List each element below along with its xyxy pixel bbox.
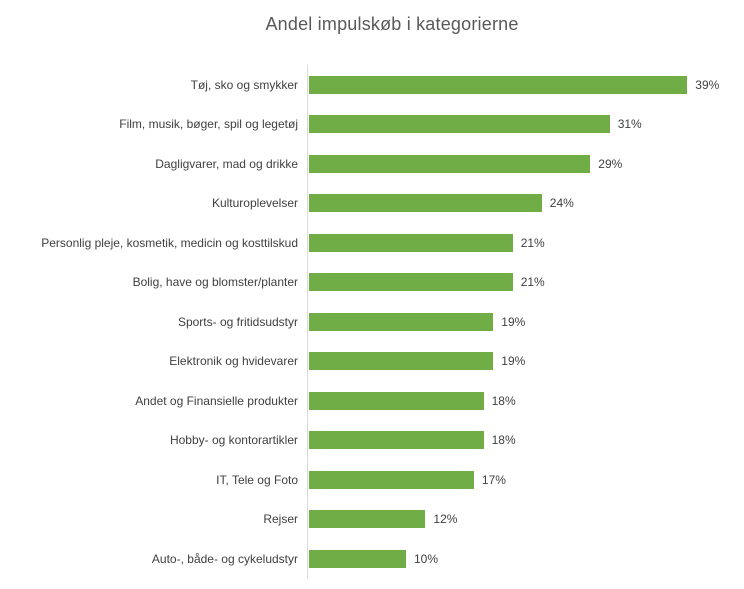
value-label: 18% (491, 393, 516, 408)
bar-area: 21% (307, 262, 744, 302)
bar (309, 549, 406, 568)
category-label: Elektronik og hvidevarer (169, 354, 298, 369)
bar-area: 39% (307, 65, 744, 105)
category-label: Bolig, have og blomster/planter (132, 275, 298, 290)
chart-row: Film, musik, bøger, spil og legetøj 31% (0, 104, 744, 144)
chart-row: Kulturoplevelser 24% (0, 183, 744, 223)
category-label: Tøj, sko og smykker (190, 77, 298, 92)
bar (309, 312, 494, 331)
chart-row: Sports- og fritidsudstyr 19% (0, 302, 744, 342)
chart-row: Rejser 12% (0, 499, 744, 539)
bar (309, 233, 513, 252)
value-label: 21% (520, 275, 545, 290)
bar-area: 12% (307, 499, 744, 539)
bar (309, 510, 426, 529)
bar-area: 19% (307, 341, 744, 381)
value-label: 19% (501, 354, 526, 369)
plot-area: Tøj, sko og smykker 39% Film, musik, bøger… (0, 65, 744, 579)
chart-row: Dagligvarer, mad og drikke 29% (0, 144, 744, 184)
bar (309, 391, 484, 410)
chart-row: Elektronik og hvidevarer 19% (0, 341, 744, 381)
bar-area: 21% (307, 223, 744, 263)
bar (309, 75, 688, 94)
value-label: 12% (433, 512, 458, 527)
value-label: 18% (491, 433, 516, 448)
bar-area: 24% (307, 183, 744, 223)
bar (309, 431, 484, 450)
category-label: Film, musik, bøger, spil og legetøj (119, 117, 298, 132)
value-label: 10% (414, 551, 439, 566)
bar (309, 273, 513, 292)
bar-area: 18% (307, 381, 744, 421)
value-label: 29% (598, 156, 623, 171)
category-label: Kulturoplevelser (211, 196, 298, 211)
chart-row: Bolig, have og blomster/planter 21% (0, 262, 744, 302)
bar (309, 470, 474, 489)
value-label: 21% (520, 235, 545, 250)
bar-area: 31% (307, 104, 744, 144)
value-label: 19% (501, 314, 526, 329)
value-label: 17% (481, 472, 506, 487)
chart-row: Andet og Finansielle produkter 18% (0, 381, 744, 421)
value-label: 24% (549, 196, 574, 211)
bar-area: 18% (307, 420, 744, 460)
chart-row: Personlig pleje, kosmetik, medicin og ko… (0, 223, 744, 263)
category-label: Dagligvarer, mad og drikke (155, 156, 298, 171)
category-label: IT, Tele og Foto (216, 472, 298, 487)
category-label: Sports- og fritidsudstyr (177, 314, 298, 329)
chart-row: Hobby- og kontorartikler 18% (0, 420, 744, 460)
chart-row: IT, Tele og Foto 17% (0, 460, 744, 500)
bar-area: 19% (307, 302, 744, 342)
bar (309, 352, 494, 371)
bar (309, 194, 542, 213)
value-label: 31% (617, 117, 642, 132)
chart-row: Auto-, både- og cykeludstyr 10% (0, 539, 744, 579)
chart-title: Andel impulskøb i kategorierne (265, 14, 519, 34)
bar-area: 29% (307, 144, 744, 184)
bar (309, 154, 591, 173)
chart-row: Tøj, sko og smykker 39% (0, 65, 744, 105)
category-label: Personlig pleje, kosmetik, medicin og ko… (41, 235, 298, 250)
bar-area: 17% (307, 460, 744, 500)
category-label: Hobby- og kontorartikler (169, 433, 298, 448)
bar-area: 10% (307, 539, 744, 579)
value-label: 39% (695, 77, 720, 92)
category-label: Andet og Finansielle produkter (135, 393, 298, 408)
category-label: Auto-, både- og cykeludstyr (151, 551, 298, 566)
bar (309, 115, 610, 134)
category-label: Rejser (263, 512, 298, 527)
